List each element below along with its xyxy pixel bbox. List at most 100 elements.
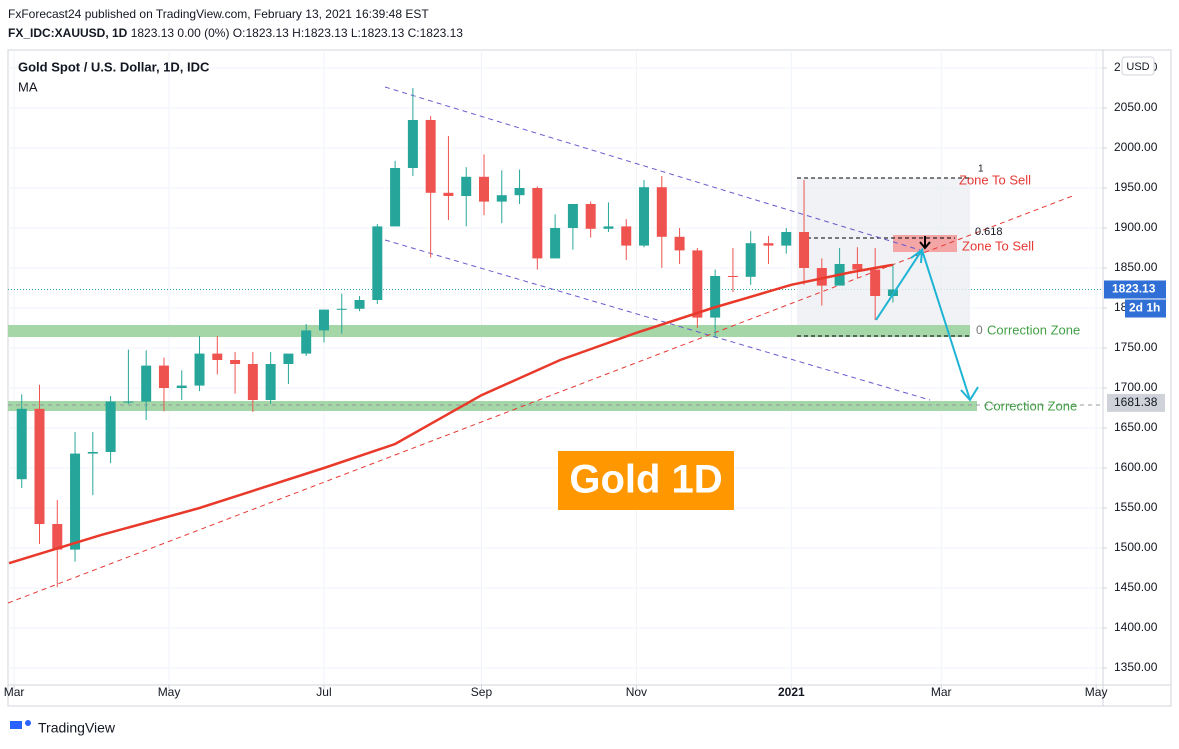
logo-mark <box>10 721 22 729</box>
countdown-label: 2d 1h <box>1129 301 1160 315</box>
candle-body <box>283 353 294 364</box>
fib-box <box>797 178 970 336</box>
level-label: 1681.38 <box>1114 395 1158 409</box>
channel-line <box>384 239 931 401</box>
candle-body <box>799 232 810 268</box>
zone-label: Correction Zone <box>984 398 1077 413</box>
y-tick-label: 1550.00 <box>1114 500 1158 514</box>
candle-body <box>425 120 436 193</box>
y-tick-label: 1400.00 <box>1114 620 1158 634</box>
x-tick-label: May <box>1085 685 1108 699</box>
candle-body <box>567 204 578 228</box>
level-box <box>1107 393 1165 412</box>
arrow-head <box>910 247 924 264</box>
candle-body <box>194 353 205 386</box>
green-zone <box>8 325 970 337</box>
candle-body <box>603 226 614 229</box>
candle-body <box>390 168 401 227</box>
drawings <box>7 86 1103 604</box>
x-tick-label: Nov <box>626 685 647 699</box>
candle-body <box>550 228 561 259</box>
countdown-box <box>1125 299 1166 318</box>
channel-line <box>384 86 921 251</box>
symbol: FX_IDC:XAUUSD, 1D <box>8 26 128 40</box>
fib-label: 0 <box>976 323 983 337</box>
fib-label: 0.618 <box>975 226 1003 238</box>
candle-body <box>265 364 276 400</box>
candle-body <box>301 330 312 354</box>
projection <box>875 236 979 402</box>
candle-body <box>870 269 881 296</box>
arrow-head <box>960 386 979 402</box>
candle-body <box>105 401 116 452</box>
candle-body <box>354 300 365 309</box>
candle-body <box>443 192 454 196</box>
y-tick-label: 2050.00 <box>1114 100 1158 114</box>
candle-body <box>87 452 98 454</box>
candle-body <box>656 187 667 237</box>
candle-body <box>461 176 472 196</box>
candle-body <box>727 276 738 277</box>
y-tick-label: 1600.00 <box>1114 460 1158 474</box>
candle-body <box>247 364 258 400</box>
ohlc: O:1823.13 H:1823.13 L:1823.13 C:1823.13 <box>232 26 463 40</box>
candle-body <box>852 264 863 270</box>
chart-title: Gold Spot / U.S. Dollar, 1D, IDC <box>18 59 210 74</box>
publisher-line: FxForecast24 published on TradingView.co… <box>8 7 429 21</box>
logo: TradingView <box>10 720 116 736</box>
zone-label: Zone To Sell <box>962 238 1034 253</box>
x-tick-label: Sep <box>471 685 493 699</box>
candle-body <box>372 226 383 300</box>
down-arrow <box>919 241 931 250</box>
symbol-line: FX_IDC:XAUUSD, 1D 1823.13 0.00 (0%) O:18… <box>8 26 463 40</box>
candle-body <box>763 243 774 246</box>
x-tick-label: Mar <box>4 685 25 699</box>
candle-body <box>123 401 134 403</box>
currency-box[interactable] <box>1121 56 1155 76</box>
trend-line <box>7 194 1076 604</box>
last-price-label: 1823.13 <box>1112 282 1156 296</box>
candle-body <box>710 276 721 318</box>
candle-body <box>621 226 632 246</box>
candle-body <box>34 408 45 524</box>
currency[interactable]: USD <box>1126 61 1149 73</box>
y-tick-label: 1700.00 <box>1114 380 1158 394</box>
candle-body <box>141 365 152 402</box>
x-tick-label: May <box>158 685 181 699</box>
candle-body <box>745 243 756 277</box>
badge-box <box>558 451 734 510</box>
candle-body <box>692 250 703 318</box>
y-tick-label: 1750.00 <box>1114 340 1158 354</box>
y-tick-label: 1650.00 <box>1114 420 1158 434</box>
candle-body <box>52 524 63 550</box>
x-tick-label: 2021 <box>778 685 805 699</box>
fib-label: 1 <box>978 164 984 175</box>
candle-body <box>639 187 650 246</box>
candle-body <box>496 195 507 202</box>
x-tick-label: Jul <box>316 685 331 699</box>
y-tick-label: 1450.00 <box>1114 580 1158 594</box>
candle-body <box>674 236 685 251</box>
y-tick-label: 2000.00 <box>1114 140 1158 154</box>
candle-body <box>318 309 329 331</box>
candle-body <box>16 408 27 480</box>
candle-body <box>781 232 792 246</box>
candle-body <box>532 188 543 259</box>
ma-line <box>8 263 894 565</box>
y-tick-label: 1900.00 <box>1114 220 1158 234</box>
logo-mark <box>25 720 31 726</box>
candle-body <box>816 268 827 286</box>
candle-body <box>336 308 347 310</box>
candles <box>8 88 898 588</box>
candle-body <box>585 204 596 229</box>
candle-body <box>230 360 241 364</box>
candle-body <box>478 176 489 202</box>
indicator-label: MA <box>18 79 38 94</box>
y-tick-label: 1350.00 <box>1114 660 1158 674</box>
badge-text: Gold 1D <box>569 458 722 502</box>
y-tick-label: 1850.00 <box>1114 260 1158 274</box>
candle-body <box>407 120 418 168</box>
candle-body <box>176 385 187 388</box>
